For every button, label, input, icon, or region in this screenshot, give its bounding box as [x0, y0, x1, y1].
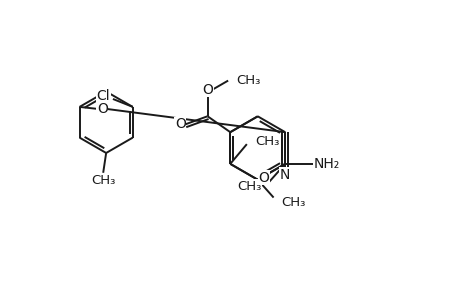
Text: CH₃: CH₃: [235, 74, 260, 87]
Text: O: O: [257, 171, 269, 185]
Text: O: O: [202, 82, 213, 97]
Text: CH₃: CH₃: [236, 180, 261, 193]
Text: NH₂: NH₂: [313, 157, 339, 171]
Text: CH₃: CH₃: [281, 196, 305, 209]
Text: O: O: [97, 102, 107, 116]
Text: CH₃: CH₃: [91, 174, 115, 187]
Text: CH₃: CH₃: [254, 135, 279, 148]
Text: O: O: [174, 117, 185, 131]
Text: Cl: Cl: [96, 89, 110, 103]
Text: N: N: [280, 168, 290, 182]
